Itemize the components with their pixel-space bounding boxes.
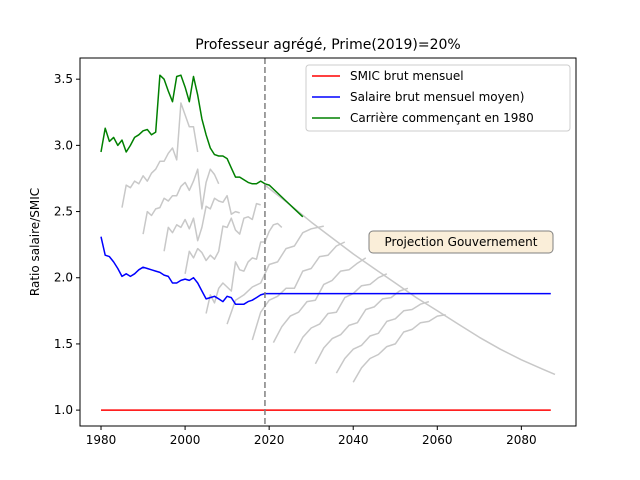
plot-area (100, 58, 556, 426)
annotation-text: Projection Gouvernement (385, 235, 538, 249)
plot-frame (79, 57, 577, 427)
gray-career-line-2 (142, 168, 220, 235)
y-axis: 1.0 1.5 2.0 2.5 3.0 3.5 (54, 72, 80, 417)
gray-career-line-6 (226, 225, 324, 325)
legend: SMIC brut mensuel Salaire brut mensuel m… (305, 64, 571, 132)
gray-career-line-10 (314, 287, 409, 365)
y-tick-label: 1.0 (54, 403, 73, 417)
y-tick-label: 1.5 (54, 337, 73, 351)
gray-career-line-7 (251, 241, 346, 341)
y-tick-label: 3.0 (54, 138, 73, 152)
gray-career-line-5 (205, 222, 283, 314)
carriere-1980-line (100, 74, 304, 218)
gray-career-line-1 (121, 102, 199, 208)
projection-annotation: Projection Gouvernement (368, 230, 554, 254)
gray-career-curves (121, 102, 556, 383)
gray-career-line-12 (352, 314, 446, 383)
x-tick-label: 2000 (170, 433, 201, 447)
gray-career-line-9 (293, 273, 388, 354)
legend-box (305, 64, 571, 132)
y-axis-label: Ratio salaire/SMIC (28, 188, 42, 296)
x-tick-label: 1980 (86, 433, 117, 447)
y-tick-label: 2.5 (54, 205, 73, 219)
legend-label-salaire: Salaire brut mensuel moyen) (350, 90, 524, 104)
x-tick-label: 2020 (254, 433, 285, 447)
gray-career-line-4 (184, 202, 261, 274)
gray-career-line-11 (335, 300, 430, 374)
salaire-moyen-line (100, 236, 551, 305)
gray-career-line-13 (264, 184, 556, 376)
x-tick-label: 2080 (506, 433, 537, 447)
gray-career-line-3 (163, 194, 240, 252)
annotation-box (368, 230, 554, 254)
gray-career-line-8 (272, 257, 367, 343)
legend-label-carriere: Carrière commençant en 1980 (350, 111, 534, 125)
legend-label-smic: SMIC brut mensuel (350, 69, 464, 83)
x-tick-label: 2060 (422, 433, 453, 447)
y-tick-label: 2.0 (54, 271, 73, 285)
x-tick-label: 2040 (338, 433, 369, 447)
x-axis: 1980 2000 2020 2040 2060 2080 (86, 426, 537, 447)
series-lines (100, 74, 551, 411)
y-tick-label: 3.5 (54, 72, 73, 86)
chart-title: Professeur agrégé, Prime(2019)=20% (195, 37, 460, 53)
